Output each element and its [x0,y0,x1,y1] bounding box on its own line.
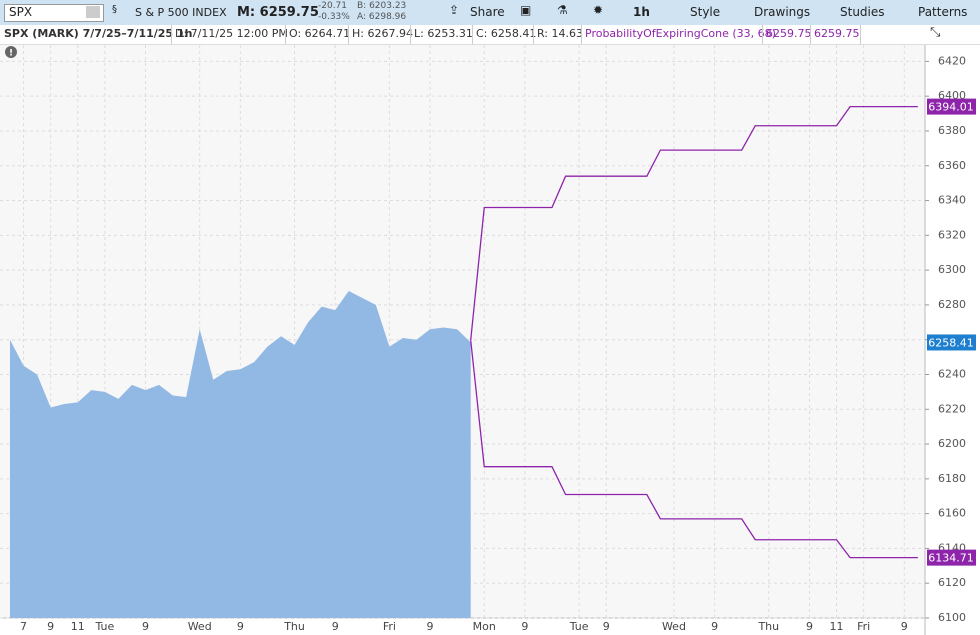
icon[interactable]: ⤡ [930,25,941,40]
study-value: 6259.75 [766,27,812,40]
y-tick-label: 6180 [938,472,966,485]
x-tick-label: 7 [20,620,27,633]
x-tick-label: 9 [332,620,339,633]
x-tick-label: Tue [569,620,589,633]
price-marker-label: 6394.01 [928,101,974,114]
y-tick-label: 6220 [938,402,966,415]
alert-icon[interactable] [5,46,17,58]
price-marker [927,549,976,566]
toolbar: SPX § S & P 500 INDEX M: 6259.75 -20.71 … [0,0,980,26]
cone-line [470,105,918,341]
x-tick-label: 11 [71,620,85,633]
x-tick-label: 9 [901,620,908,633]
study-value: 6259.75 [814,27,860,40]
x-tick-label: 9 [47,620,54,633]
change-pct: -0.33% [318,12,350,22]
y-tick-label: 6320 [938,228,966,241]
ask: A: 6298.96 [357,12,407,22]
separator [762,25,763,44]
icon[interactable]: ▣ [520,3,532,17]
x-tick-label: Thu [757,620,779,633]
icon[interactable]: § [112,4,117,15]
separator [533,25,534,44]
info-date: D: 7/11/25 12:00 PM [175,27,288,40]
separator [410,25,411,44]
x-tick-label: 11 [830,620,844,633]
dropdown[interactable] [86,6,100,18]
y-tick-label: 6280 [938,298,966,311]
button[interactable]: Style [690,5,721,19]
separator [810,25,811,44]
info-title: SPX (MARK) 7/7/25–7/11/25 1h [4,27,193,40]
price-marker [927,334,976,351]
mark: M: 6259.75 [237,5,319,20]
icon[interactable]: ⇪ [449,3,460,17]
separator [171,25,172,44]
x-tick-label: 9 [237,620,244,633]
separator [472,25,473,44]
symbol[interactable]: SPX [9,5,33,19]
x-tick-label: Thu [283,620,305,633]
button[interactable]: Drawings [754,5,811,19]
separator [285,25,286,44]
x-tick-label: 9 [806,620,813,633]
x-tick-label: Fri [383,620,396,633]
study-name: ProbabilityOfExpiringCone (33, 68) [585,27,776,40]
button[interactable]: Studies [840,5,885,19]
separator [348,25,349,44]
description: S & P 500 INDEX [135,6,227,19]
x-tick-label: 9 [603,620,610,633]
x-tick-label: 9 [427,620,434,633]
y-tick-label: 6120 [938,576,966,589]
y-tick-label: 6360 [938,159,966,172]
x-tick-label: 9 [711,620,718,633]
x-tick-label: Mon [473,620,496,633]
info-range: R: 14.63 [537,27,583,40]
y-tick-label: 6420 [938,54,966,67]
area [10,290,471,618]
bid: B: 6203.23 [357,1,407,11]
symbol-box[interactable] [4,4,104,22]
price-marker-label: 6134.71 [928,552,974,565]
icon[interactable]: ✹ [593,3,604,17]
cone-line [470,340,918,559]
separator [581,25,582,44]
price-marker [927,98,976,115]
y-tick-label: 6100 [938,611,966,624]
x-tick-label: Tue [94,620,114,633]
info-close: C: 6258.41 [476,27,537,40]
info-high: H: 6267.94 [352,27,413,40]
chart: ! 61006120614061606180620062206240626062… [0,45,976,635]
y-tick-label: 6300 [938,263,966,276]
button[interactable]: Patterns [918,5,968,19]
icon[interactable]: ⚗ [557,3,568,17]
info-open: O: 6264.71 [289,27,351,40]
y-tick-label: 6240 [938,367,966,380]
change: -20.71 [318,1,348,11]
x-tick-label: Fri [857,620,870,633]
x-tick-label: Wed [662,620,686,633]
separator [860,25,861,44]
alert-icon[interactable]: ! [9,49,13,59]
button[interactable]: 1h [633,5,650,19]
x-tick-label: Wed [188,620,212,633]
info-low: L: 6253.31 [414,27,473,40]
x-tick-label: 9 [142,620,149,633]
button[interactable]: Share [470,5,505,19]
price-marker-label: 6258.41 [928,336,974,349]
y-tick-label: 6380 [938,124,966,137]
y-tick-label: 6200 [938,437,966,450]
info-bar: SPX (MARK) 7/7/25–7/11/25 1h D: 7/11/25 … [0,25,980,45]
x-tick-label: 9 [521,620,528,633]
y-tick-label: 6160 [938,507,966,520]
y-tick-label: 6340 [938,194,966,207]
